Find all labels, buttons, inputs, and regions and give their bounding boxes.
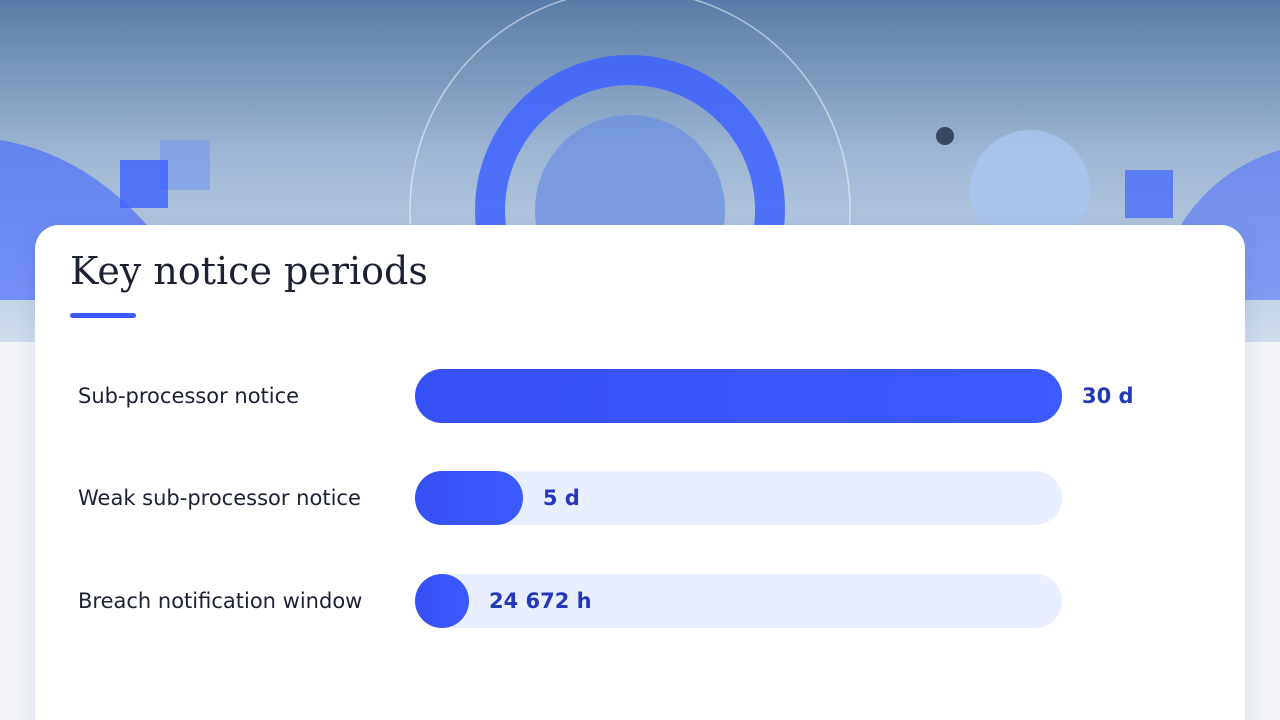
bar-track	[415, 471, 1062, 525]
value-label: 5 d	[542, 486, 580, 510]
card: Key notice periods Sub-processor notice 3…	[35, 225, 1245, 720]
bar	[415, 369, 1062, 423]
bar-track	[415, 574, 1062, 628]
title-underline	[70, 313, 136, 318]
bar	[415, 471, 523, 525]
value-label: 30 d	[1082, 384, 1134, 408]
value-label: 24 672 h	[489, 589, 592, 613]
category-label: Weak sub-processor notice	[78, 486, 361, 510]
bar-track	[415, 369, 1062, 423]
category-label: Sub-processor notice	[78, 384, 300, 408]
title: Key notice periods	[70, 249, 428, 293]
category-label: Breach notification window	[78, 589, 363, 613]
bar	[415, 574, 469, 628]
